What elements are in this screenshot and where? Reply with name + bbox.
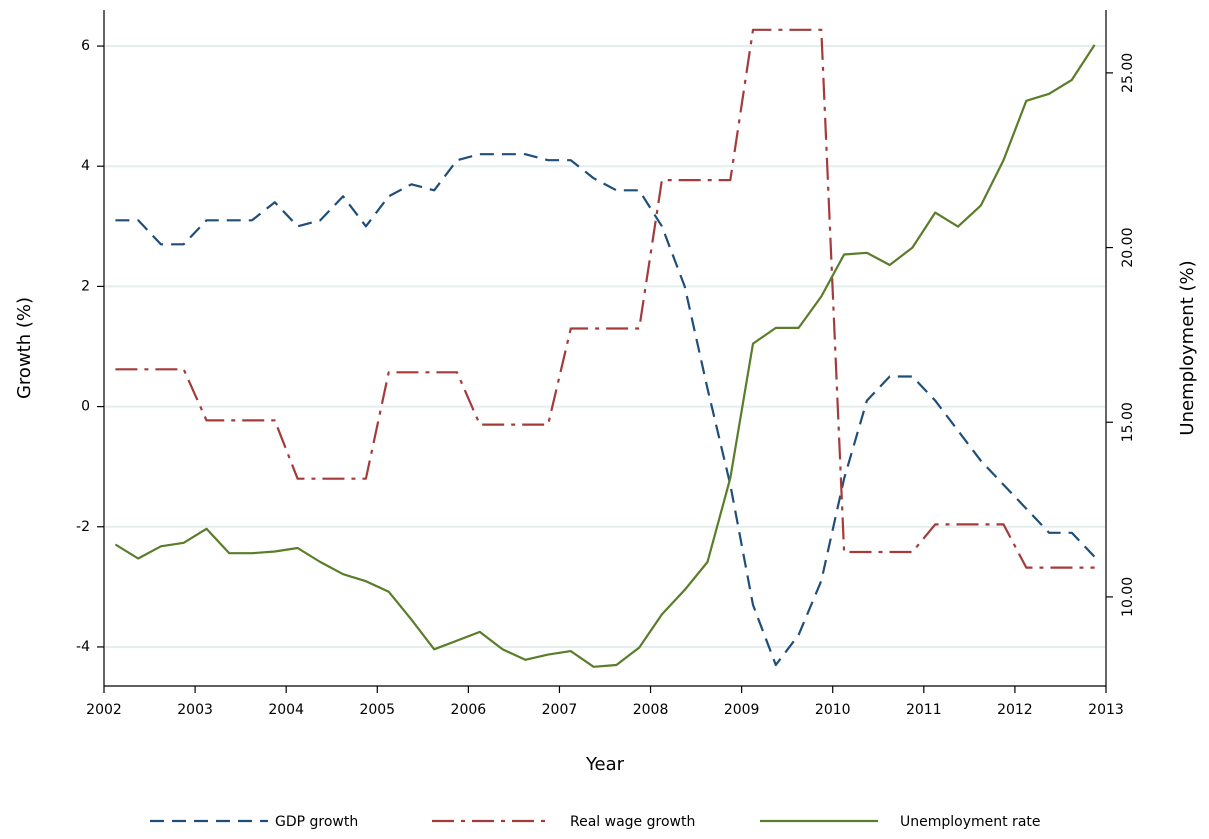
x-axis-title: Year — [585, 754, 625, 775]
x-tick-label: 2006 — [451, 702, 487, 718]
x-tick-label: 2009 — [724, 702, 760, 718]
axes — [103, 10, 1107, 687]
y2-tick-label: 25.00 — [1120, 53, 1136, 93]
y-tick-label: -4 — [76, 639, 90, 655]
x-tick-label: 2005 — [359, 702, 395, 718]
y-tick-label: -2 — [76, 519, 90, 535]
y2-tick-label: 10.00 — [1120, 577, 1136, 617]
series-lines — [114, 28, 1096, 668]
x-tick-label: 2004 — [268, 702, 304, 718]
y-tick-label: 2 — [81, 278, 90, 294]
y2-axis-title: Unemployment (%) — [1177, 260, 1198, 435]
legend-label: GDP growth — [275, 814, 358, 830]
x-tick-label: 2002 — [86, 702, 122, 718]
x-tick-label: 2010 — [815, 702, 851, 718]
y-ticks: -4 -2 0 2 4 6 — [76, 38, 104, 655]
x-tick-label: 2013 — [1088, 702, 1124, 718]
gridlines — [105, 45, 1105, 648]
y-tick-label: 6 — [81, 38, 90, 54]
legend: GDP growth Real wage growth Unemployment r… — [150, 814, 1041, 830]
y2-tick-label: 15.00 — [1120, 402, 1136, 442]
series-line-3 — [114, 44, 1096, 668]
series-line-1 — [115, 153, 1096, 667]
x-ticks: 2002 2003 2004 2005 2006 2007 2008 2009 2010 2011… — [86, 686, 1124, 718]
x-tick-label: 2007 — [542, 702, 578, 718]
x-tick-label: 2008 — [633, 702, 669, 718]
x-tick-label: 2011 — [906, 702, 942, 718]
legend-label: Real wage growth — [570, 814, 695, 830]
x-tick-label: 2012 — [997, 702, 1033, 718]
series-line-2 — [115, 28, 1095, 569]
y-axis-title: Growth (%) — [14, 297, 35, 399]
legend-label: Unemployment rate — [900, 814, 1041, 830]
y2-ticks: 10.00 15.00 20.00 25.00 — [1106, 53, 1136, 617]
y-tick-label: 0 — [81, 399, 90, 415]
y-tick-label: 4 — [81, 158, 90, 174]
y2-tick-label: 20.00 — [1120, 228, 1136, 268]
x-tick-label: 2003 — [177, 702, 213, 718]
